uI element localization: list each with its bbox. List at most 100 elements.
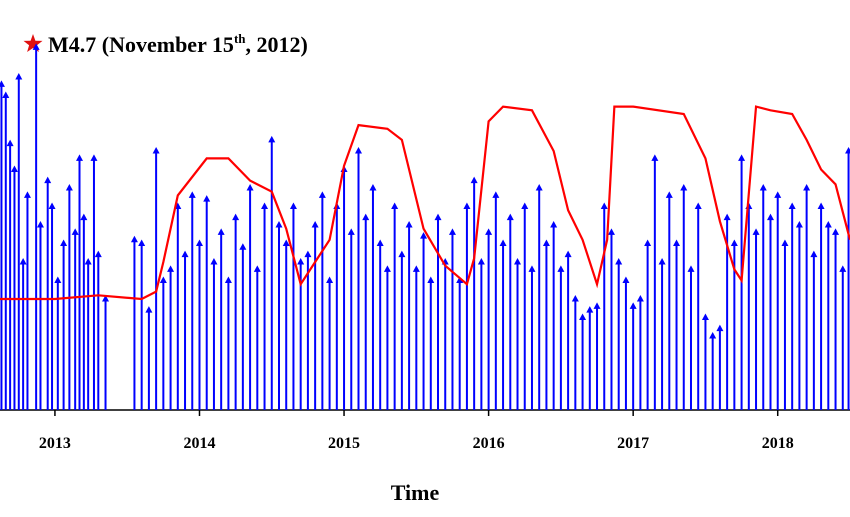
x-tick-label: 2014 <box>183 435 215 452</box>
stem-marker <box>730 239 738 246</box>
stem-marker <box>282 239 290 246</box>
stem-marker <box>362 213 370 221</box>
stem-marker <box>405 221 413 228</box>
stem-marker <box>54 276 62 283</box>
stem-marker <box>600 202 608 209</box>
stem-marker <box>76 154 84 161</box>
annotation-suffix: , 2012) <box>246 32 308 57</box>
stem-marker <box>607 228 615 235</box>
stem-marker <box>665 191 673 198</box>
stem-marker <box>44 176 52 184</box>
stem-marker <box>420 232 428 239</box>
stem-marker <box>535 184 543 191</box>
stem-marker <box>810 250 818 258</box>
stem-marker <box>71 228 79 235</box>
stem-marker <box>130 235 138 243</box>
stem-marker <box>90 154 98 161</box>
stem-marker <box>268 135 276 143</box>
stem-marker <box>210 258 218 265</box>
stem-marker <box>23 191 31 198</box>
stem-marker <box>492 191 500 198</box>
stem-marker <box>145 306 153 313</box>
stem-marker <box>355 147 363 154</box>
stem-marker <box>376 239 384 246</box>
x-axis-label: Time <box>391 480 440 505</box>
stem-marker <box>593 302 601 309</box>
stem-marker <box>80 213 88 221</box>
stem-marker <box>275 221 283 228</box>
x-tick-label: 2017 <box>617 435 649 452</box>
stem-marker <box>781 239 789 246</box>
stem-marker <box>817 202 825 209</box>
stem-marker <box>304 250 312 258</box>
stem-marker <box>521 202 529 209</box>
annotation-text: M4.7 (November 15 <box>48 32 234 57</box>
stem-marker <box>347 228 355 235</box>
stem-marker <box>0 80 5 87</box>
stem-marker <box>586 306 594 313</box>
stem-marker <box>159 276 167 283</box>
stem-marker <box>709 332 717 339</box>
event-star <box>23 34 43 52</box>
stem-marker <box>434 213 442 221</box>
stem-marker <box>795 221 803 228</box>
stem-marker <box>239 243 247 250</box>
stem-marker <box>253 265 261 272</box>
stem-marker <box>195 239 203 246</box>
stem-marker <box>94 250 102 258</box>
stem-marker <box>188 191 196 198</box>
stem-marker <box>752 228 760 235</box>
stem-marker <box>845 147 850 154</box>
stem-marker <box>485 228 493 235</box>
stem-marker <box>774 191 782 198</box>
stem-marker <box>32 43 40 50</box>
stem-marker <box>738 154 746 161</box>
stem-marker <box>398 250 406 258</box>
stem-marker <box>2 91 10 98</box>
stem-marker <box>102 295 110 302</box>
stem-marker <box>629 302 637 309</box>
stem-marker <box>687 265 695 272</box>
stem-marker <box>391 202 399 209</box>
stem-marker <box>644 239 652 246</box>
x-tick-label: 2015 <box>328 435 360 452</box>
stem-marker <box>217 228 225 235</box>
stem-marker <box>470 176 478 184</box>
stem-marker <box>60 239 68 246</box>
stem-marker <box>84 258 92 265</box>
stem-marker <box>506 213 514 221</box>
stem-marker <box>65 184 73 191</box>
stem-marker <box>15 73 23 80</box>
stem-marker <box>803 184 811 191</box>
stem-marker <box>528 265 536 272</box>
stem-marker <box>19 258 27 265</box>
stem-marker <box>412 265 420 272</box>
stem-marker <box>427 276 435 283</box>
stem-marker <box>48 202 56 209</box>
stem-marker <box>297 258 305 265</box>
stem-marker <box>289 202 297 209</box>
stem-marker <box>181 250 189 258</box>
stem-marker <box>839 265 847 272</box>
stem-marker <box>651 154 659 161</box>
stem-marker <box>832 228 840 235</box>
stem-marker <box>571 295 579 302</box>
line <box>0 105 850 301</box>
stem-marker <box>326 276 334 283</box>
stem-marker <box>622 276 630 283</box>
annotation: M4.7 (November 15th, 2012) <box>48 31 308 57</box>
stem-marker <box>261 202 269 209</box>
stem-marker <box>6 139 14 147</box>
stem-marker <box>203 195 211 202</box>
stem-marker <box>138 239 146 246</box>
stem-marker <box>152 147 160 154</box>
stem-marker <box>514 258 522 265</box>
stem-marker <box>579 313 587 320</box>
stem-marker <box>232 213 240 221</box>
stem-marker <box>10 165 18 172</box>
stem-marker <box>557 265 565 272</box>
stem-marker <box>759 184 767 191</box>
stem-marker <box>542 239 550 246</box>
x-tick-label: 2016 <box>473 435 505 452</box>
